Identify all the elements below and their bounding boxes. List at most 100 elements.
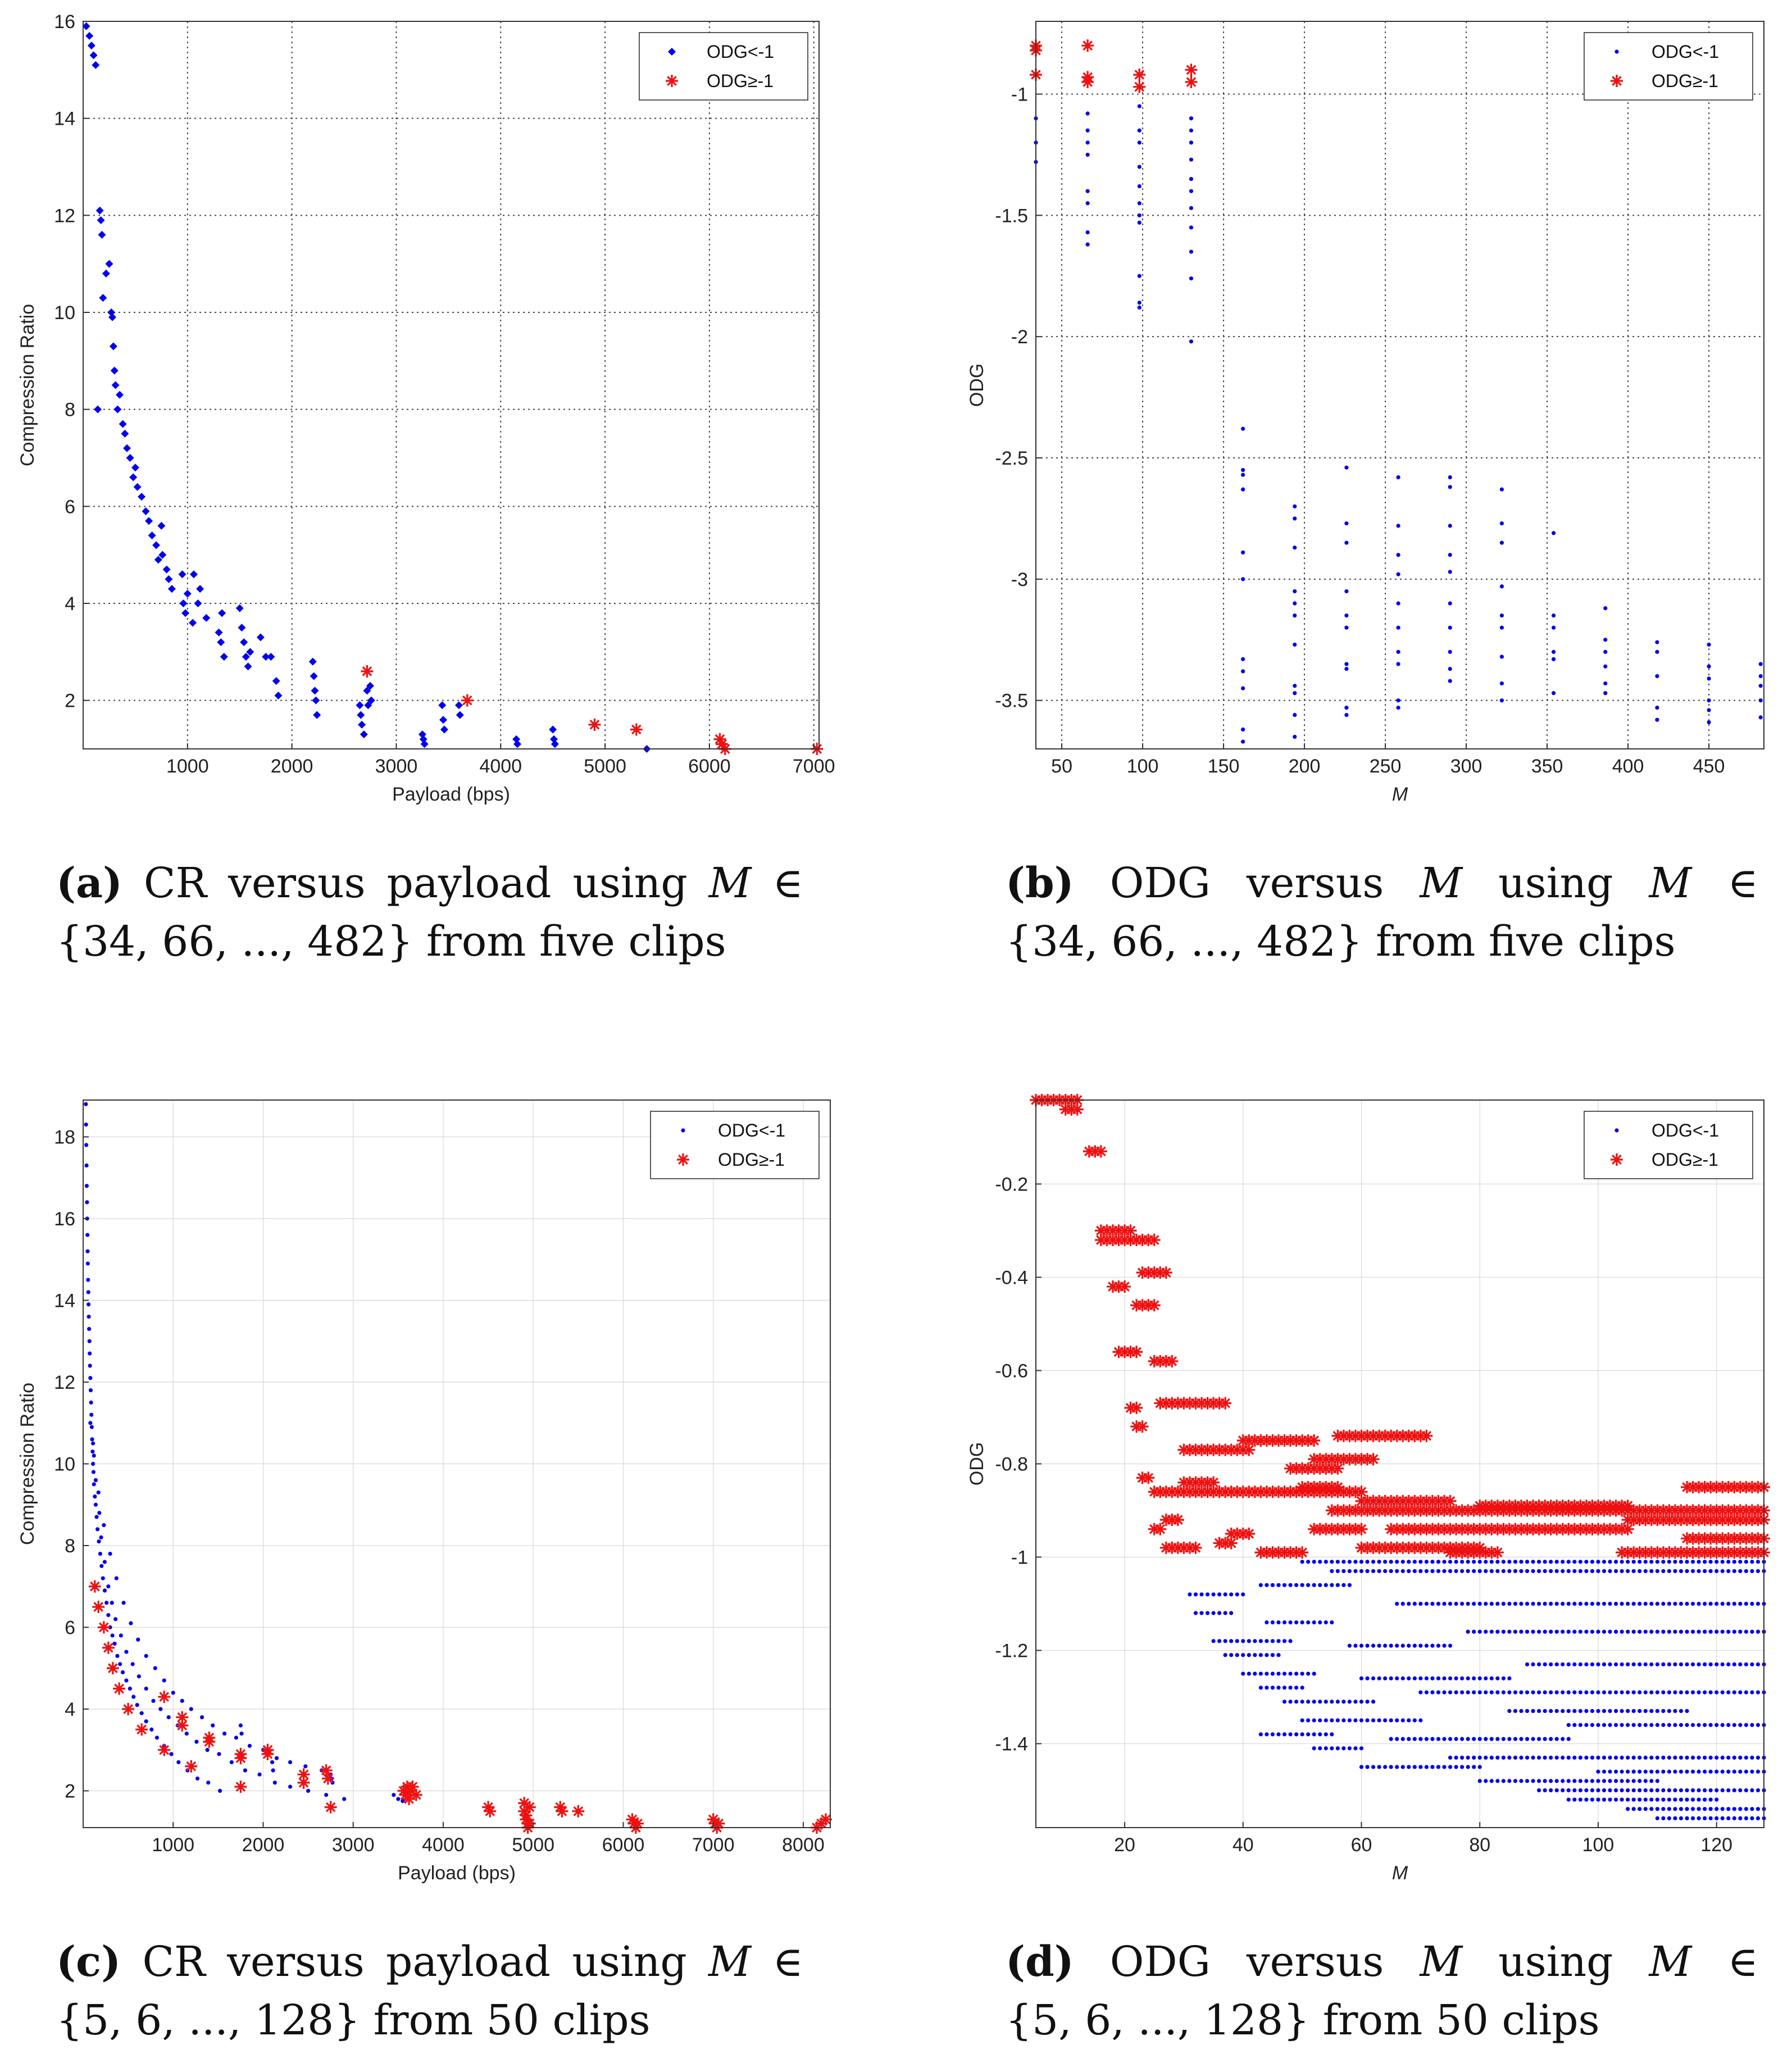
chart-c-point-odg-below	[257, 1772, 262, 1777]
chart-d-point-odg-below	[1495, 1690, 1500, 1694]
chart-d-point-odg-below	[1720, 1723, 1725, 1727]
chart-c-point-odg-below	[97, 1511, 102, 1515]
chart-d-point-odg-below	[1554, 1662, 1559, 1667]
chart-d-point-odg-below	[1708, 1807, 1713, 1811]
chart-c-point-odg-above	[234, 1752, 247, 1765]
chart-c-point-odg-below	[154, 1735, 159, 1740]
chart-d-point-odg-below	[1655, 1629, 1659, 1634]
chart-b-point-odg-below	[1293, 684, 1297, 688]
chart-b-point-odg-below	[1344, 521, 1349, 526]
chart-d-point-odg-below	[1306, 1732, 1311, 1737]
chart-b-point-odg-below	[1448, 485, 1452, 489]
chart-d-point-odg-below	[1679, 1601, 1684, 1606]
chart-d-point-odg-below	[1495, 1737, 1500, 1741]
chart-b-point-odg-below	[1293, 504, 1297, 508]
chart-d-point-odg-below	[1300, 1700, 1304, 1704]
chart-b-point-odg-below	[1396, 553, 1400, 557]
caption-a-sym: M	[708, 859, 752, 907]
chart-c-series-odg-below	[84, 1102, 405, 1803]
chart-b-point-odg-below	[1655, 706, 1659, 710]
chart-b-point-odg-below	[1396, 706, 1400, 710]
chart-d-point-odg-below	[1531, 1629, 1535, 1634]
chart-d-svg: 20 40 60 80 100 120 -0.2 -0.4 -0.6 -0.8 -1 -1.2 -1.4…	[966, 1094, 1770, 1884]
chart-d-point-odg-below	[1258, 1583, 1263, 1587]
chart-d-point-odg-below	[1708, 1788, 1713, 1793]
chart-d-point-odg-below	[1424, 1643, 1429, 1648]
chart-d-point-odg-below	[1525, 1560, 1530, 1564]
chart-d-point-odg-below	[1407, 1718, 1411, 1723]
chart-a-point-odg-below	[102, 269, 110, 278]
chart-d-point-odg-below	[1685, 1769, 1689, 1774]
chart-d-point-odg-below	[1655, 1769, 1659, 1774]
chart-b-svg: 50 100 150 200 250 300 350 400 450 -1 -1.5 -2 -2.5 -3…	[966, 21, 1764, 805]
chart-d-point-odg-below	[1732, 1601, 1736, 1606]
chart-d-ytick-label: -1	[1011, 1547, 1028, 1569]
chart-d-point-odg-below	[1613, 1797, 1618, 1802]
chart-b-point-odg-below	[1603, 681, 1608, 686]
chart-c-point-odg-below	[90, 1450, 95, 1454]
chart-d-point-odg-below	[1685, 1788, 1689, 1793]
chart-d-point-odg-below	[1537, 1755, 1541, 1760]
chart-d-point-odg-below	[1241, 1671, 1245, 1676]
chart-d-point-odg-below	[1679, 1662, 1684, 1667]
chart-d-point-odg-below	[1495, 1629, 1500, 1634]
chart-c-point-odg-below	[144, 1653, 148, 1658]
chart-c-point-odg-above	[297, 1768, 310, 1781]
chart-d-point-odg-above	[1296, 1546, 1309, 1559]
chart-c-point-odg-below	[88, 1351, 92, 1356]
chart-d-point-odg-below	[1685, 1629, 1689, 1634]
chart-b-point-odg-below	[1655, 640, 1659, 644]
chart-d-point-odg-below	[1395, 1560, 1399, 1564]
chart-d-point-odg-below	[1318, 1732, 1322, 1737]
chart-d-point-odg-below	[1596, 1569, 1600, 1574]
chart-d-point-odg-below	[1590, 1788, 1595, 1793]
chart-c-point-odg-above	[554, 1801, 567, 1814]
chart-d-point-odg-below	[1537, 1737, 1541, 1741]
chart-d-point-odg-below	[1638, 1807, 1642, 1811]
chart-b-point-odg-below	[1085, 152, 1090, 157]
chart-c-ytick-label: 12	[54, 1372, 75, 1393]
chart-c-data	[84, 1102, 832, 1834]
chart-d-point-odg-below	[1631, 1662, 1636, 1667]
chart-d-point-odg-below	[1673, 1569, 1677, 1574]
caption-d-sym: M	[1649, 1938, 1692, 1986]
chart-d-point-odg-below	[1347, 1718, 1352, 1723]
chart-a-point-odg-below	[217, 638, 225, 647]
chart-d-point-odg-below	[1235, 1592, 1239, 1597]
chart-d-point-odg-below	[1442, 1560, 1447, 1564]
chart-d-point-odg-below	[1661, 1629, 1666, 1634]
chart-d-point-odg-below	[1330, 1620, 1334, 1625]
chart-d-point-odg-below	[1472, 1737, 1476, 1741]
chart-d-point-odg-below	[1389, 1765, 1393, 1769]
chart-d-legend-label-1: ODG≥-1	[1652, 1149, 1718, 1170]
chart-a-point-odg-below	[189, 570, 198, 579]
chart-d-point-odg-below	[1566, 1629, 1571, 1634]
chart-d-point-odg-below	[1661, 1723, 1666, 1727]
chart-d-point-odg-below	[1667, 1797, 1672, 1802]
chart-d-point-odg-below	[1697, 1690, 1701, 1694]
chart-a-point-odg-below	[456, 711, 464, 719]
chart-b-point-odg-below	[1137, 274, 1141, 278]
chart-d-point-odg-below	[1690, 1797, 1695, 1802]
chart-d-point-odg-below	[1217, 1639, 1222, 1643]
chart-d-xtick-label: 40	[1232, 1834, 1254, 1856]
chart-b-point-odg-below	[1448, 524, 1452, 528]
chart-d-point-odg-below	[1703, 1769, 1707, 1774]
chart-d-point-odg-below	[1649, 1755, 1654, 1760]
chart-c-ytick-label: 10	[54, 1454, 75, 1475]
chart-d-point-odg-below	[1477, 1755, 1482, 1760]
chart-d-point-odg-below	[1318, 1746, 1322, 1751]
chart-d-point-odg-below	[1561, 1755, 1565, 1760]
chart-d-point-odg-below	[1738, 1723, 1743, 1727]
chart-d-point-odg-below	[1312, 1746, 1316, 1751]
chart-d-point-odg-below	[1501, 1779, 1506, 1783]
caption-b-mid: M	[1420, 859, 1463, 907]
chart-c-point-odg-below	[271, 1768, 275, 1773]
chart-d-point-odg-below	[1584, 1690, 1589, 1694]
chart-d-point-odg-below	[1643, 1723, 1648, 1727]
chart-d-point-odg-below	[1531, 1737, 1535, 1741]
chart-b-point-odg-below	[1603, 691, 1608, 696]
chart-a-xtick-label: 2000	[271, 756, 313, 777]
chart-d-point-odg-below	[1418, 1676, 1423, 1680]
chart-d-point-odg-below	[1661, 1769, 1666, 1774]
